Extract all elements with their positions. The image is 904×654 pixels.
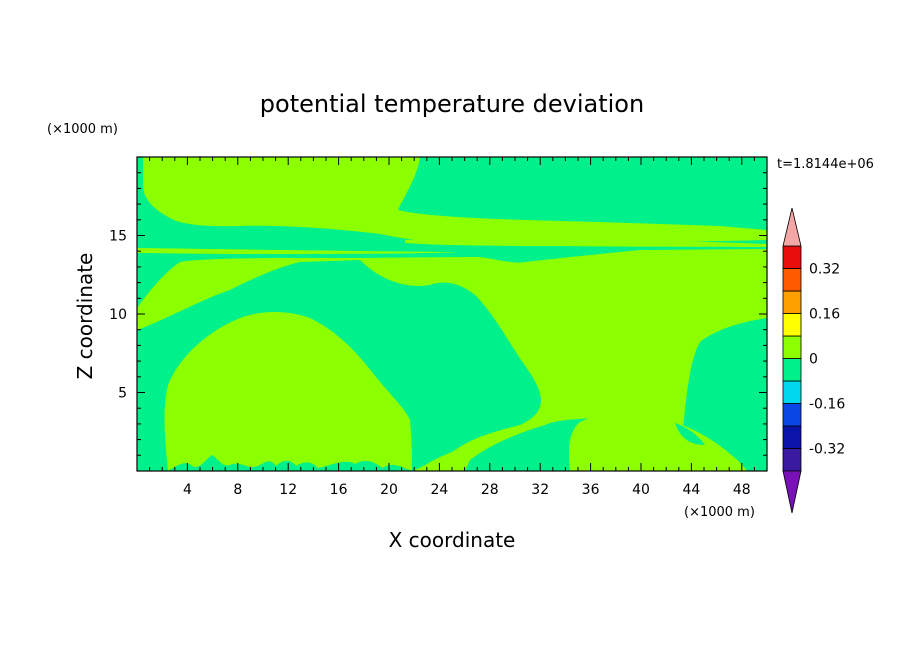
x-tick-label: 28 — [481, 482, 499, 498]
colorbar-over-triangle — [782, 207, 802, 247]
positive-region-lower-right — [569, 413, 747, 471]
chart-title: potential temperature deviation — [260, 90, 644, 118]
positive-streak-2 — [137, 248, 460, 254]
positive-region-dome — [164, 312, 412, 471]
positive-streak-1 — [405, 238, 767, 247]
x-tick-label: 4 — [183, 482, 192, 498]
y-axis-label: Z coordinate — [73, 253, 97, 380]
contour-field — [137, 157, 767, 471]
x-tick-label: 40 — [632, 482, 650, 498]
colorbar-segment — [782, 403, 802, 427]
x-tick-label: 24 — [430, 482, 448, 498]
positive-region-upper-left — [143, 157, 767, 243]
x-tick-label: 20 — [380, 482, 398, 498]
x-tick-label: 44 — [682, 482, 700, 498]
colorbar-segment — [782, 425, 802, 449]
colorbar-label: -0.16 — [809, 397, 845, 413]
x-tick-label: 48 — [733, 482, 751, 498]
x-tick-label: 12 — [279, 482, 297, 498]
x-tick-label: 36 — [582, 482, 600, 498]
x-tick-label: 8 — [233, 482, 242, 498]
colorbar-segment — [782, 268, 802, 292]
colorbar-label: 0.16 — [809, 307, 840, 323]
colorbar-under-triangle — [782, 470, 802, 514]
colorbar-label: 0.32 — [809, 262, 840, 278]
y-tick-label: 15 — [109, 229, 127, 245]
time-label: t=1.8144e+06 — [777, 157, 874, 172]
y-tick-label: 5 — [118, 386, 127, 402]
colorbar-segment — [782, 358, 802, 382]
x-tick-label: 32 — [531, 482, 549, 498]
colorbar-segment — [782, 290, 802, 314]
y-tick-label: 10 — [109, 307, 127, 323]
colorbar-segment — [782, 245, 802, 269]
colorbar-segment — [782, 335, 802, 359]
colorbar-segment — [782, 380, 802, 404]
colorbar-label: 0 — [809, 352, 818, 368]
y-axis-unit: (×1000 m) — [47, 122, 118, 137]
colorbar-segment — [782, 448, 802, 472]
colorbar-label: -0.32 — [809, 442, 845, 458]
colorbar-segment — [782, 313, 802, 337]
y-axis-ticks: 5 10 15 — [109, 172, 767, 456]
x-tick-label: 16 — [330, 482, 348, 498]
negative-notch — [675, 423, 705, 445]
colorbar: 0.32 0.16 0 -0.16 -0.32 — [782, 207, 845, 514]
x-axis-unit: (×1000 m) — [684, 505, 755, 520]
x-axis-label: X coordinate — [389, 528, 516, 552]
x-axis-ticks: 4 8 12 16 20 24 28 32 36 40 44 48 — [149, 157, 755, 498]
